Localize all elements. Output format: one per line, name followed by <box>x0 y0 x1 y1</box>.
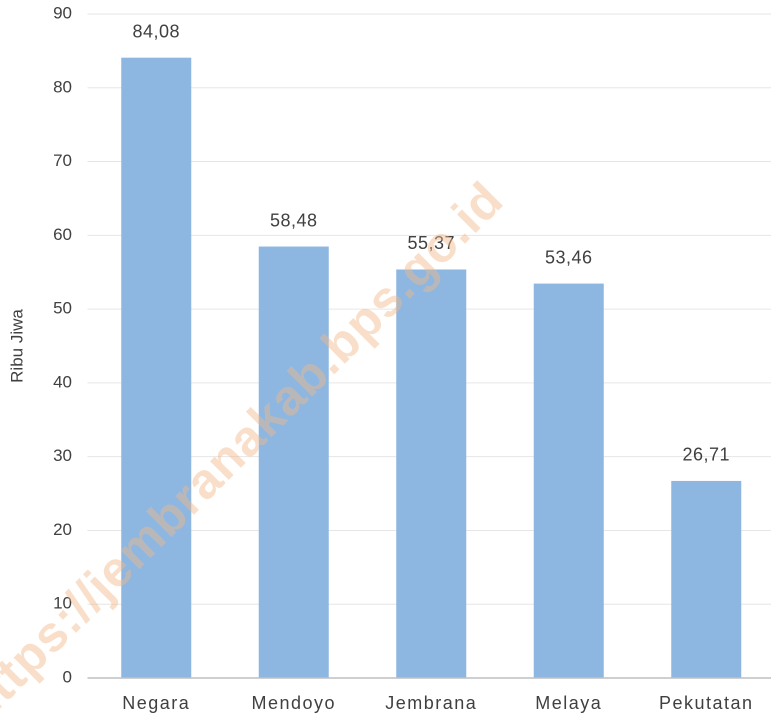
bar <box>671 480 742 678</box>
x-tick-label: Pekutatan <box>659 693 754 713</box>
y-tick-label: 10 <box>53 594 72 613</box>
y-tick-label: 60 <box>53 225 72 244</box>
value-label: 58,48 <box>270 210 318 230</box>
y-axis-title: Ribu Jiwa <box>7 309 26 383</box>
bar <box>533 283 604 678</box>
y-tick-label: 0 <box>63 667 72 686</box>
value-label: 84,08 <box>132 21 180 41</box>
x-tick-label: Jembrana <box>385 693 477 713</box>
x-tick-label: Mendoyo <box>251 693 336 713</box>
x-tick-label: Melaya <box>535 693 602 713</box>
y-tick-label: 30 <box>53 446 72 465</box>
y-tick-label: 50 <box>53 299 72 318</box>
y-tick-label: 20 <box>53 520 72 539</box>
bar <box>258 246 329 679</box>
y-tick-label: 70 <box>53 151 72 170</box>
bar <box>121 57 192 678</box>
y-tick-label: 40 <box>53 372 72 391</box>
value-label: 55,37 <box>407 233 455 253</box>
bar <box>396 269 467 678</box>
value-label: 26,71 <box>682 445 730 465</box>
y-tick-label: 80 <box>53 77 72 96</box>
x-tick-label: Negara <box>122 693 190 713</box>
value-label: 53,46 <box>545 247 593 267</box>
y-tick-label: 90 <box>53 3 72 22</box>
